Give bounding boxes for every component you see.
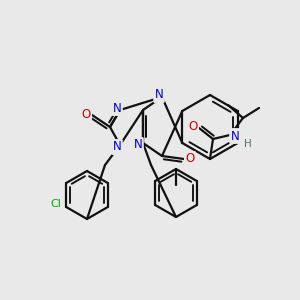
Text: O: O <box>81 107 91 121</box>
Text: H: H <box>244 139 252 149</box>
Text: N: N <box>134 139 142 152</box>
Text: O: O <box>188 121 198 134</box>
Text: O: O <box>185 152 195 166</box>
Text: N: N <box>112 140 122 154</box>
Text: N: N <box>112 101 122 115</box>
Text: N: N <box>231 130 239 142</box>
Text: Cl: Cl <box>51 199 62 209</box>
Text: N: N <box>154 88 164 101</box>
